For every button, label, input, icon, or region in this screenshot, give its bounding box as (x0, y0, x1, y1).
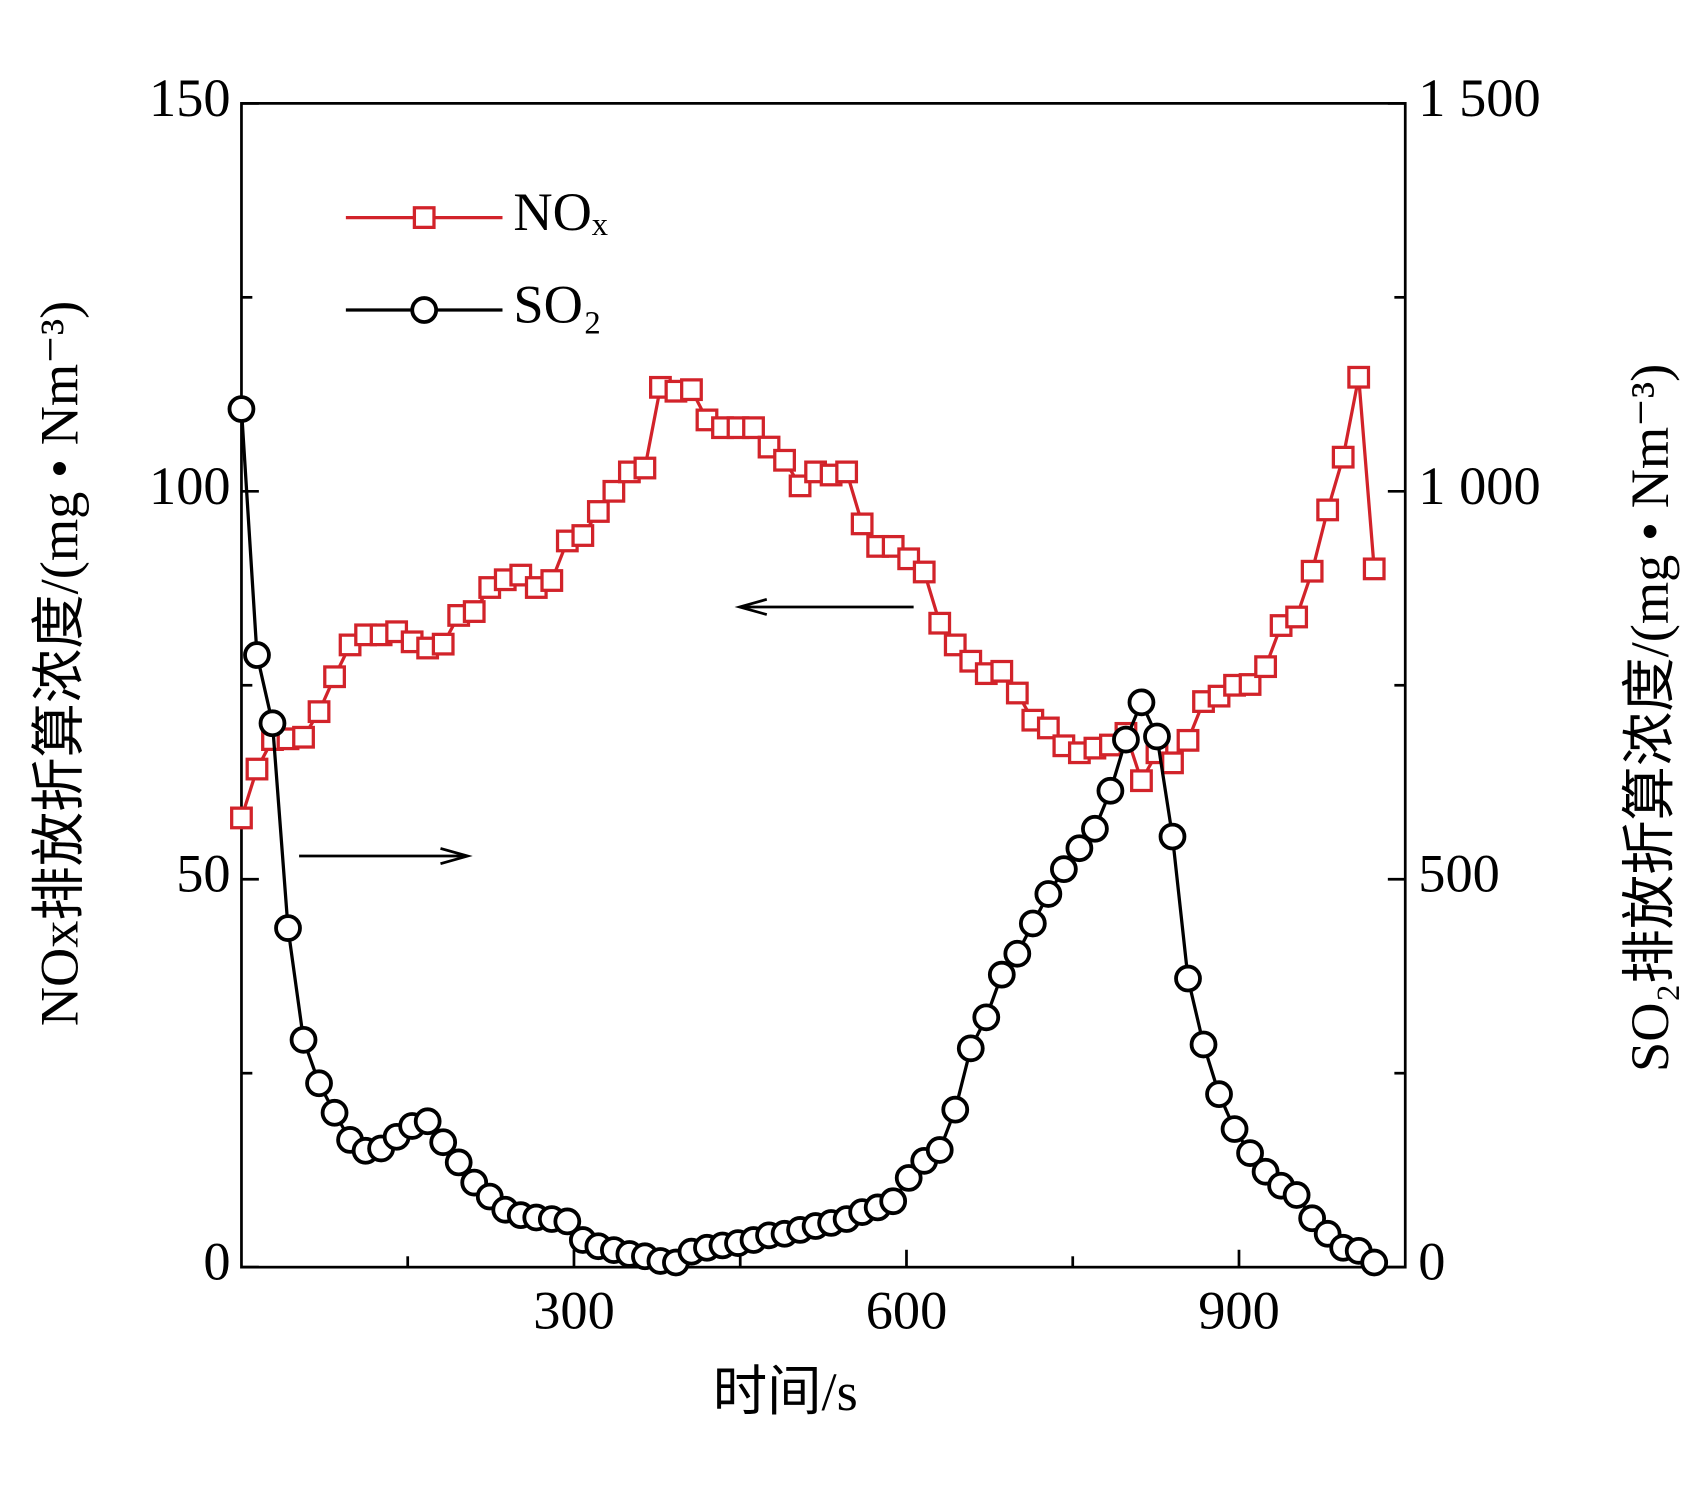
marker (1127, 688, 1156, 717)
marker (850, 512, 874, 536)
marker (1254, 655, 1278, 679)
marker (894, 1164, 923, 1192)
marker (1036, 716, 1060, 740)
y2-tick-label: 1 500 (1418, 68, 1540, 128)
marker (1112, 725, 1140, 754)
y-axis-label: NOx排放折算浓度/(mg • Nm⁻³) (30, 301, 90, 1027)
marker (553, 1207, 582, 1236)
marker (413, 1107, 442, 1136)
marker (1143, 722, 1171, 751)
x-tick-label: 600 (866, 1281, 948, 1341)
y2-tick-label: 0 (1418, 1232, 1445, 1292)
marker (1285, 605, 1309, 629)
marker (928, 611, 952, 635)
marker (305, 1069, 333, 1098)
marker (1174, 964, 1202, 993)
marker (1096, 776, 1125, 805)
marker (586, 500, 610, 523)
marker (307, 700, 331, 724)
marker (292, 725, 315, 749)
marker (571, 524, 595, 547)
marker (1018, 909, 1047, 938)
legend-marker (410, 296, 439, 324)
marker (1238, 673, 1262, 696)
marker (1050, 855, 1078, 884)
x-axis-label: 时间/s (713, 1362, 858, 1422)
marker (1189, 1030, 1218, 1059)
marker (956, 1034, 985, 1063)
marker (462, 600, 486, 623)
marker (1034, 880, 1063, 908)
marker (879, 1187, 908, 1216)
y2-tick-label: 500 (1418, 844, 1500, 904)
marker (243, 641, 271, 669)
marker (431, 632, 455, 656)
y-tick-label: 0 (203, 1232, 230, 1292)
marker (1236, 1139, 1264, 1167)
marker (245, 757, 269, 781)
series-line (239, 376, 1376, 819)
marker (990, 659, 1014, 683)
y2-axis-label: SO₂排放折算浓度/(mg • Nm⁻³) (1620, 364, 1680, 1072)
marker (1316, 498, 1340, 522)
marker (1220, 1115, 1249, 1143)
marker (835, 460, 859, 484)
y-tick-label: 100 (149, 456, 231, 516)
marker (1282, 1181, 1311, 1209)
marker (1081, 814, 1109, 843)
marker (773, 448, 796, 472)
marker (972, 1003, 1001, 1032)
marker (1176, 728, 1200, 752)
marker (1130, 769, 1153, 793)
marker (429, 1128, 458, 1157)
marker (680, 378, 703, 402)
marker (444, 1148, 473, 1177)
marker (320, 1098, 349, 1127)
marker (1300, 559, 1324, 583)
y2-tick-label: 1 000 (1418, 456, 1540, 516)
marker (1065, 834, 1094, 863)
y-tick-label: 50 (176, 844, 230, 904)
marker (1362, 557, 1386, 581)
marker (1205, 1080, 1233, 1109)
marker (230, 806, 253, 830)
arrow-left (734, 598, 914, 616)
marker (1161, 751, 1184, 775)
arrow-right (299, 847, 473, 865)
marker (1360, 1248, 1389, 1277)
marker (1347, 365, 1371, 389)
marker (540, 569, 564, 592)
marker (1005, 681, 1029, 705)
legend-label: NOₓ (513, 182, 608, 242)
marker (1331, 445, 1355, 469)
marker (633, 456, 657, 480)
marker (274, 914, 302, 942)
x-tick-label: 300 (533, 1281, 615, 1341)
marker (987, 960, 1016, 989)
x-tick-label: 900 (1198, 1281, 1280, 1341)
marker (323, 665, 346, 689)
legend-label: SO₂ (513, 275, 601, 335)
marker (742, 416, 765, 440)
legend-marker (412, 206, 436, 229)
marker (289, 1025, 318, 1054)
marker (1158, 822, 1187, 851)
marker (941, 1095, 970, 1124)
marker (1003, 939, 1032, 968)
marker (602, 479, 626, 503)
marker (925, 1136, 954, 1164)
y-tick-label: 150 (149, 68, 231, 128)
marker (258, 709, 287, 738)
marker (912, 560, 936, 584)
marker (227, 395, 256, 423)
